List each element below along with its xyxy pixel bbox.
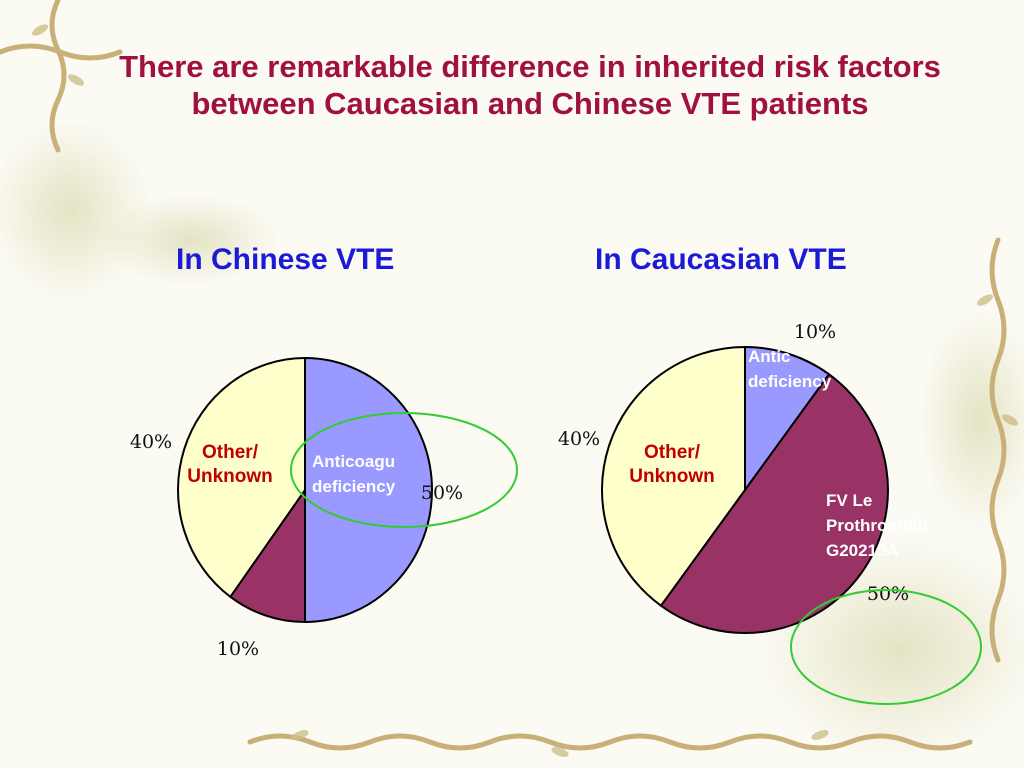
slice-label-caucasian-1: FV Le Prothrombin G20210A — [826, 491, 928, 560]
pie-slice-chinese-1 — [228, 486, 306, 624]
pie-slice-caucasian-0 — [744, 345, 831, 494]
chart-title-chinese: In Chinese VTE — [176, 243, 395, 276]
percent-label-chinese-1: 10% — [217, 638, 259, 660]
percent-label-chinese-0: 50% — [421, 482, 463, 504]
highlight-ellipse-chinese — [290, 412, 518, 528]
slice-label-caucasian-2: Other/Unknown — [629, 442, 715, 487]
slide-title: There are remarkable difference in inher… — [119, 49, 941, 121]
percent-label-chinese-2: 40% — [130, 431, 172, 453]
percent-label-caucasian-1: 50% — [867, 583, 909, 605]
pie-slice-chinese-2 — [177, 356, 306, 599]
slice-label-chinese-2: Other/Unknown — [187, 442, 273, 487]
percent-label-caucasian-0: 10% — [794, 321, 836, 343]
percent-label-caucasian-2: 40% — [558, 428, 600, 450]
slice-label-caucasian-0: Antic deficiency — [748, 347, 832, 391]
pie-slice-caucasian-1 — [659, 372, 889, 634]
pie-slice-caucasian-2 — [601, 345, 746, 608]
chart-title-caucasian: In Caucasian VTE — [595, 243, 847, 276]
slice-label-chinese-0: Anticoagu deficiency — [312, 452, 396, 496]
highlight-ellipse-caucasian — [790, 589, 982, 705]
